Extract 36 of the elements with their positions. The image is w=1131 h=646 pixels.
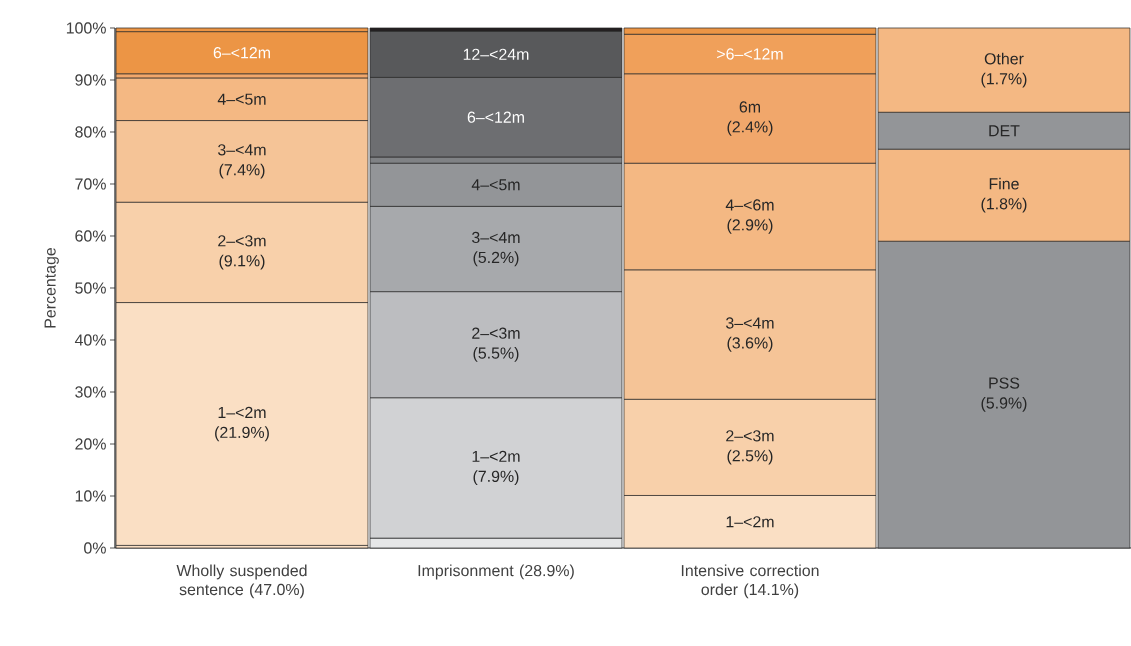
series-label: Fine (1.8%)	[981, 177, 1027, 213]
series-label: 6–<12m	[467, 111, 524, 123]
series-label: 3–<4m (7.4%)	[218, 144, 266, 179]
y-tick-label: 10%	[75, 490, 106, 502]
y-tick-label: 60%	[75, 230, 106, 242]
series-label: 2–<3m (5.5%)	[472, 327, 520, 362]
series-label: 12–<24m	[463, 48, 529, 60]
y-tick-label: 20%	[75, 438, 106, 450]
series-label: 4–<5m	[471, 179, 520, 191]
y-tick-label: 80%	[75, 126, 106, 138]
series-label: 6m (2.4%)	[727, 101, 773, 136]
series-label: 3–<4m (3.6%)	[726, 317, 774, 352]
series-label: 1–<2m	[726, 516, 774, 528]
series-label: 4–<5m	[217, 93, 266, 105]
series-label: DET	[989, 125, 1020, 137]
y-axis-title: Percentage	[44, 247, 59, 328]
series-label: Other (1.7%)	[981, 52, 1027, 88]
y-tick-label: 100%	[66, 22, 106, 34]
y-tick-label: 70%	[75, 178, 106, 190]
series-label: 2–<3m (2.5%)	[726, 430, 774, 465]
x-tick-label: Imprisonment (28.9%)	[418, 564, 574, 580]
series-label: 1–<2m (21.9%)	[215, 406, 269, 442]
series-label: PSS (5.9%)	[981, 377, 1027, 412]
y-tick-label: 90%	[75, 74, 106, 86]
series-label: >6–<12m	[717, 48, 783, 60]
y-tick-label: 30%	[75, 386, 106, 398]
y-tick-label: 50%	[75, 282, 106, 294]
x-tick-label: Intensive correction order (14.1%)	[681, 564, 819, 599]
series-label: 6–<12m	[213, 47, 270, 59]
y-tick-label: 0%	[84, 542, 106, 554]
series-label: 1–<2m (7.9%)	[472, 450, 520, 486]
x-tick-label: Wholly suspended sentence (47.0%)	[176, 564, 307, 599]
series-label: 3–<4m (5.2%)	[472, 231, 520, 267]
series-label: 4–<6m (2.9%)	[725, 199, 774, 234]
y-tick-label: 40%	[74, 334, 106, 346]
series-label: 2–<3m (9.1%)	[218, 235, 266, 270]
